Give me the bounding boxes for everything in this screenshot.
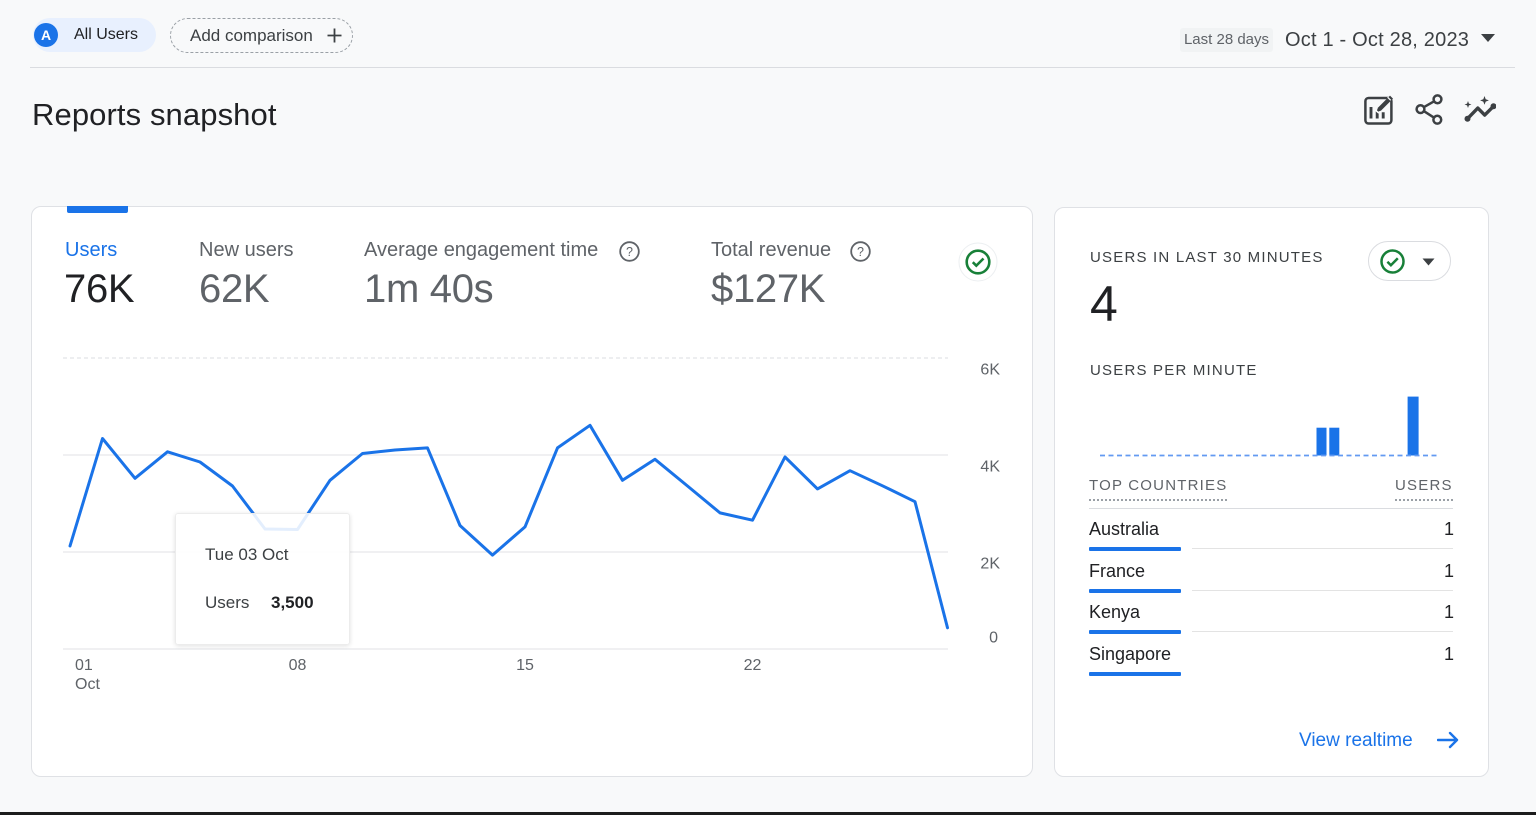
svg-text:?: ? bbox=[857, 245, 864, 259]
svg-text:22: 22 bbox=[744, 657, 762, 674]
svg-text:15: 15 bbox=[516, 657, 534, 674]
svg-text:4K: 4K bbox=[980, 459, 1000, 476]
svg-text:2K: 2K bbox=[980, 556, 1000, 573]
svg-text:0: 0 bbox=[989, 630, 998, 647]
svg-text:Oct: Oct bbox=[75, 676, 100, 693]
svg-text:6K: 6K bbox=[980, 362, 1000, 379]
svg-text:08: 08 bbox=[289, 657, 307, 674]
svg-text:01: 01 bbox=[75, 657, 93, 674]
svg-text:?: ? bbox=[626, 245, 633, 259]
